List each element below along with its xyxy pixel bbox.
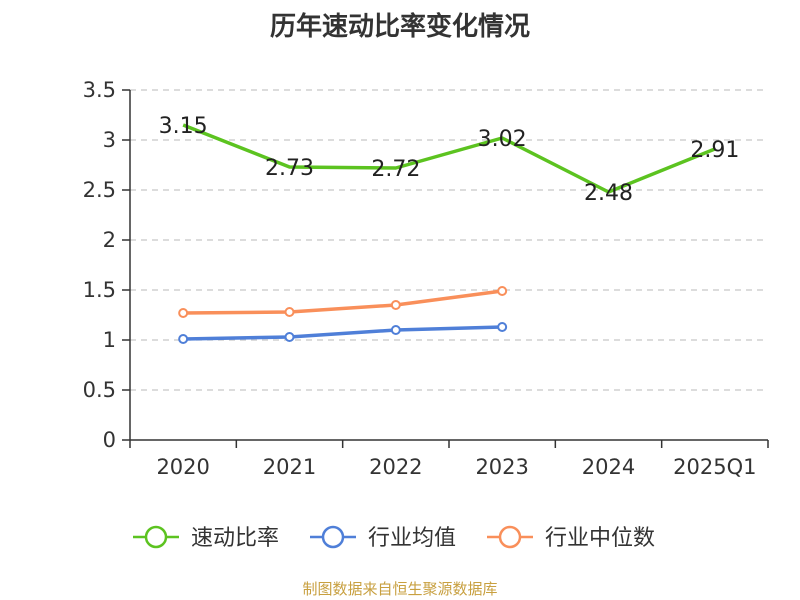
x-tick-label: 2024 <box>582 455 635 479</box>
legend-label[interactable]: 行业中位数 <box>545 526 655 551</box>
legend: 速动比率 行业均值 行业中位数 <box>133 525 655 551</box>
data-label: 2.48 <box>584 181 633 206</box>
data-point <box>178 334 189 344</box>
legend-label[interactable]: 行业均值 <box>368 526 456 551</box>
y-tick-label: 2 <box>103 228 116 252</box>
y-tick-label: 1 <box>103 328 116 352</box>
legend-swatch-marker <box>144 525 168 549</box>
data-labels: 3.15 2.73 2.72 3.02 2.48 2.91 <box>159 114 740 206</box>
y-tick-label: 0.5 <box>83 378 116 402</box>
data-point <box>284 332 295 342</box>
axes: 0 0.5 1 1.5 2 2.5 3 3.5 2020 2021 2022 2023 2024 2025… <box>83 78 769 479</box>
series-line-2 <box>183 289 503 315</box>
data-label: 3.02 <box>478 127 527 152</box>
data-point <box>284 307 295 317</box>
data-label: 2.73 <box>265 156 314 181</box>
x-tick-label: 2025Q1 <box>673 455 756 479</box>
x-tick-label: 2020 <box>156 455 209 479</box>
grid-lines <box>130 89 768 391</box>
series-group <box>178 123 716 344</box>
data-point <box>178 308 189 318</box>
legend-swatch-marker <box>321 525 345 549</box>
chart-title: 历年速动比率变化情况 <box>269 12 530 42</box>
legend-label[interactable]: 速动比率 <box>191 526 279 551</box>
y-tick-label: 2.5 <box>83 178 116 202</box>
y-tick-label: 3 <box>103 128 116 152</box>
x-tick-label: 2022 <box>369 455 422 479</box>
data-point <box>390 300 401 310</box>
data-label: 2.91 <box>690 138 739 163</box>
legend-swatch-marker <box>498 525 522 549</box>
y-tick-label: 0 <box>103 428 116 452</box>
series-line-0 <box>182 123 716 194</box>
x-tick-label: 2023 <box>475 455 528 479</box>
y-tick-label: 3.5 <box>83 78 116 102</box>
source-note: 制图数据来自恒生聚源数据库 <box>302 580 498 598</box>
data-point <box>497 322 508 332</box>
data-point <box>497 286 508 296</box>
data-point <box>390 325 401 335</box>
y-tick-label: 1.5 <box>83 278 116 302</box>
data-label: 3.15 <box>159 114 208 139</box>
data-label: 2.72 <box>371 157 420 182</box>
series-line-1 <box>183 325 503 341</box>
x-tick-label: 2021 <box>263 455 316 479</box>
